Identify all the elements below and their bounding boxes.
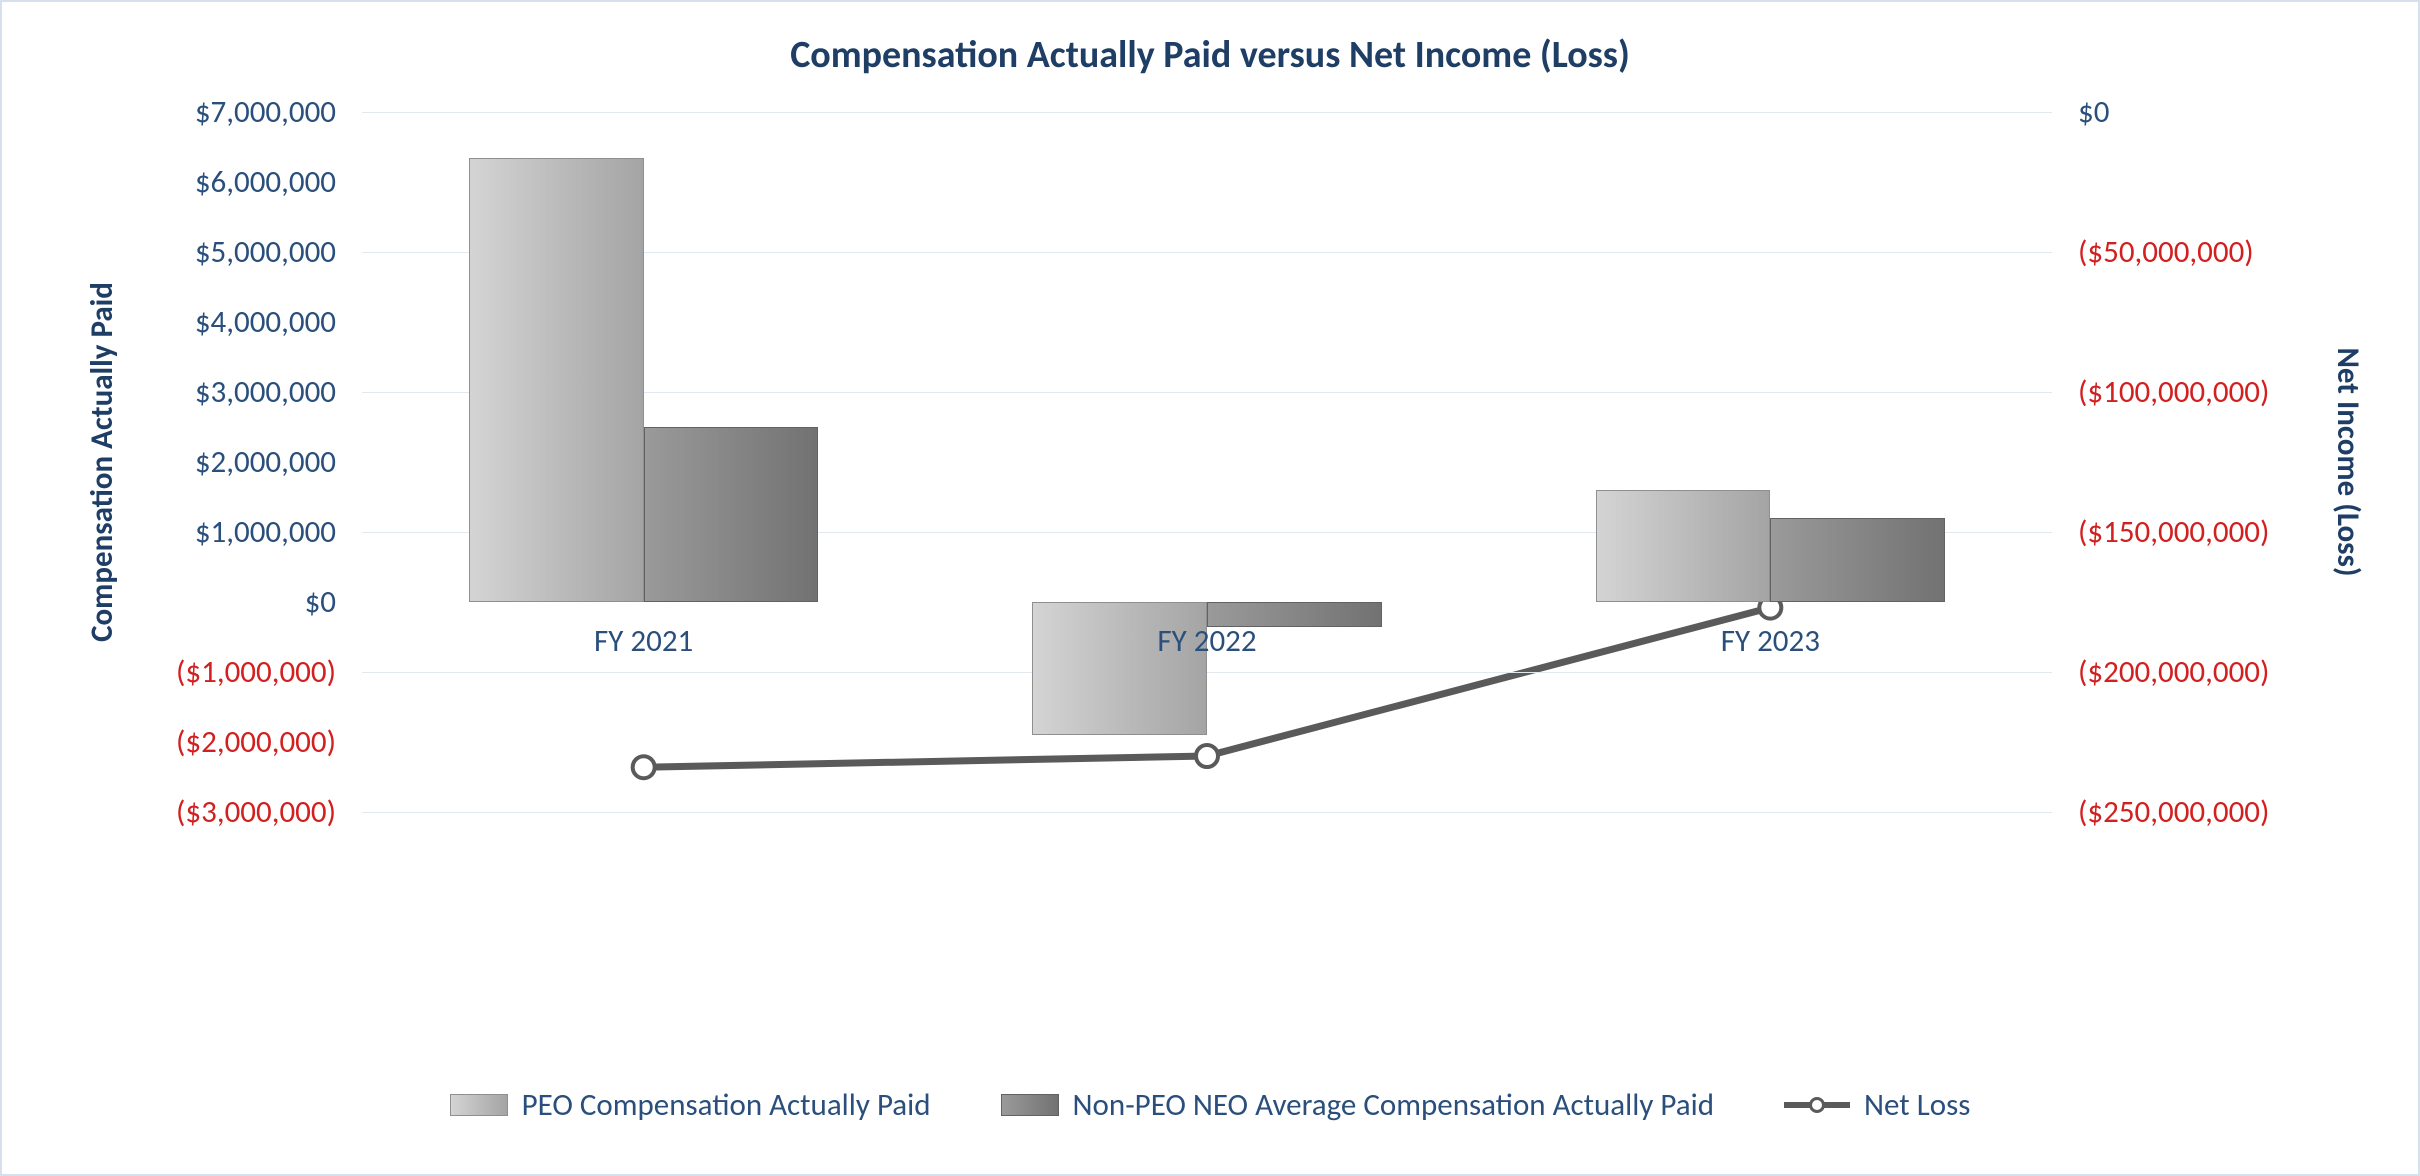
net-loss-marker bbox=[633, 756, 655, 778]
non-peo-comp-bar bbox=[644, 427, 819, 602]
legend-swatch bbox=[1001, 1094, 1059, 1116]
left-axis-title: Compensation Actually Paid bbox=[83, 282, 121, 642]
net-loss-marker bbox=[1196, 745, 1218, 767]
left-axis-tick: $2,000,000 bbox=[195, 443, 336, 481]
right-axis-tick: ($150,000,000) bbox=[2078, 513, 2269, 551]
right-axis-tick: ($50,000,000) bbox=[2078, 233, 2254, 271]
legend-swatch bbox=[450, 1094, 508, 1116]
left-axis-tick: $6,000,000 bbox=[195, 163, 336, 201]
legend-label: PEO Compensation Actually Paid bbox=[522, 1086, 931, 1124]
non-peo-comp-bar bbox=[1770, 518, 1945, 602]
right-axis-tick: ($100,000,000) bbox=[2078, 373, 2269, 411]
category-label: FY 2021 bbox=[594, 622, 693, 660]
legend-item: Net Loss bbox=[1784, 1086, 1970, 1124]
gridline bbox=[362, 112, 2052, 113]
left-axis-tick: $0 bbox=[305, 583, 336, 621]
plot-area: $7,000,000$6,000,000$5,000,000$4,000,000… bbox=[362, 112, 2052, 812]
peo-comp-bar bbox=[1596, 490, 1771, 602]
right-axis-tick: $0 bbox=[2078, 93, 2109, 131]
legend-label: Non-PEO NEO Average Compensation Actuall… bbox=[1073, 1086, 1714, 1124]
legend-label: Net Loss bbox=[1864, 1086, 1970, 1124]
gridline bbox=[362, 672, 2052, 673]
legend-item: Non-PEO NEO Average Compensation Actuall… bbox=[1001, 1086, 1714, 1124]
right-axis-title: Net Income (Loss) bbox=[2329, 347, 2367, 576]
right-axis-tick: ($200,000,000) bbox=[2078, 653, 2269, 691]
chart-legend: PEO Compensation Actually Paid Non-PEO NE… bbox=[182, 1086, 2238, 1124]
left-axis-tick: $4,000,000 bbox=[195, 303, 336, 341]
category-label: FY 2022 bbox=[1157, 622, 1256, 660]
left-axis-tick: $5,000,000 bbox=[195, 233, 336, 271]
left-axis-tick: $7,000,000 bbox=[195, 93, 336, 131]
legend-item: PEO Compensation Actually Paid bbox=[450, 1086, 931, 1124]
peo-comp-bar bbox=[469, 158, 644, 603]
chart-frame: Compensation Actually Paid versus Net In… bbox=[0, 0, 2420, 1176]
left-axis-tick: ($3,000,000) bbox=[176, 793, 336, 831]
right-axis-tick: ($250,000,000) bbox=[2078, 793, 2269, 831]
left-axis-tick: ($1,000,000) bbox=[176, 653, 336, 691]
left-axis-tick: ($2,000,000) bbox=[176, 723, 336, 761]
left-axis-tick: $1,000,000 bbox=[195, 513, 336, 551]
chart-title: Compensation Actually Paid versus Net In… bbox=[2, 32, 2418, 78]
left-axis-tick: $3,000,000 bbox=[195, 373, 336, 411]
legend-line-swatch bbox=[1784, 1094, 1850, 1116]
gridline bbox=[362, 812, 2052, 813]
category-label: FY 2023 bbox=[1721, 622, 1820, 660]
